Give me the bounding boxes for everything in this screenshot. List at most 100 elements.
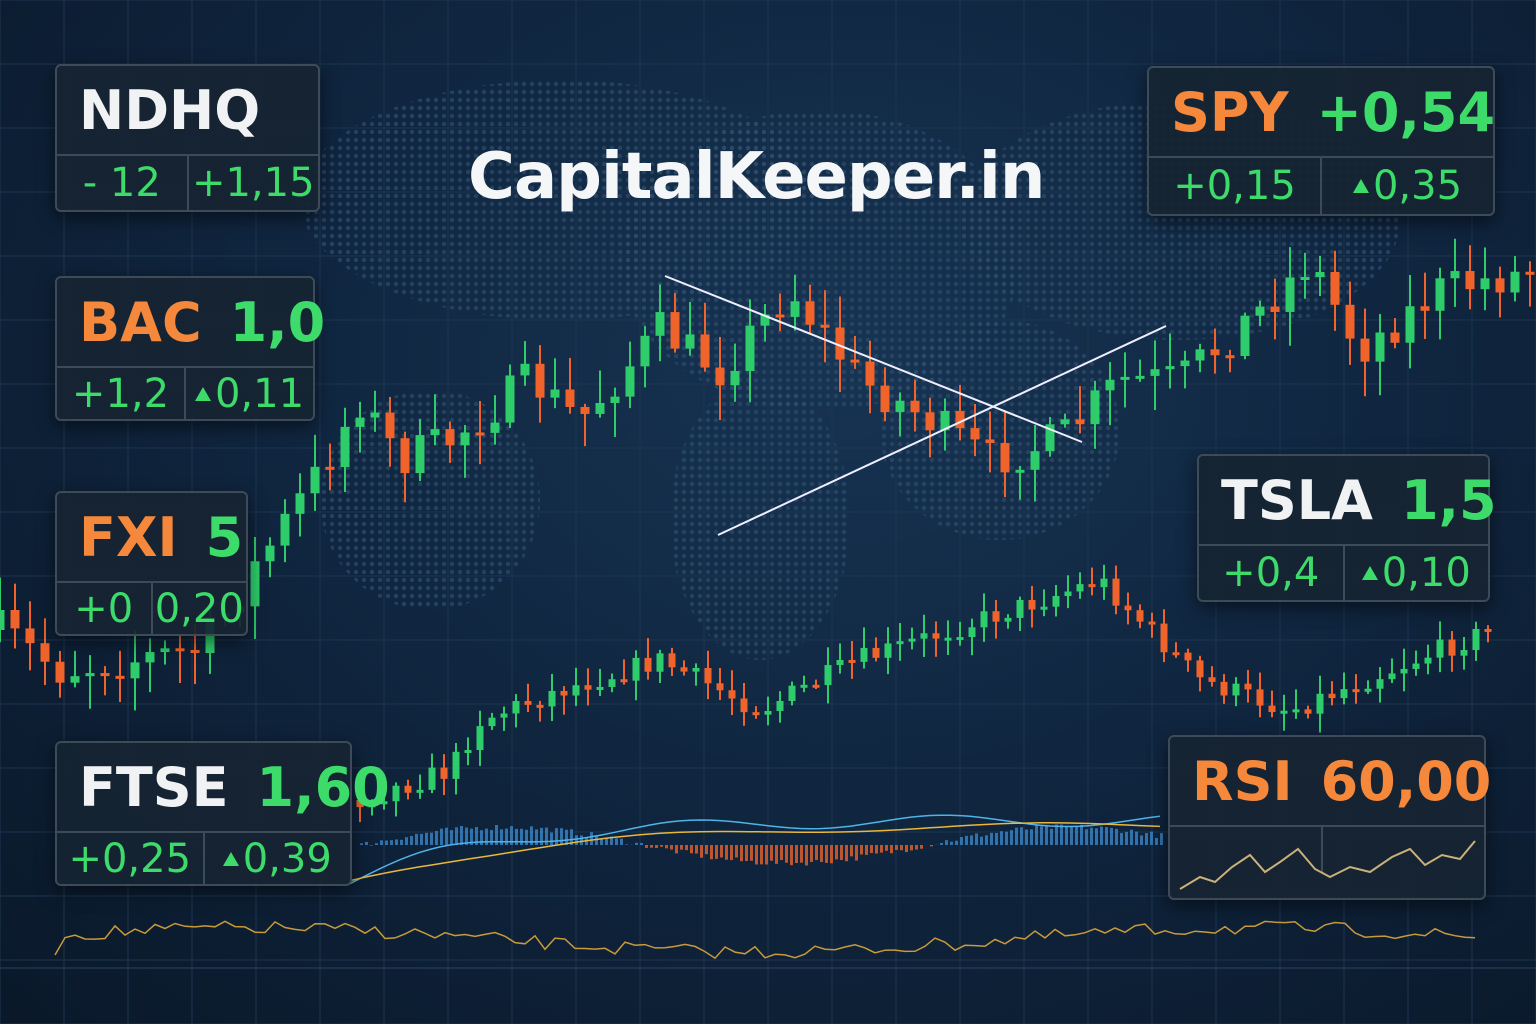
trend-line: [664, 275, 1083, 443]
histogram-bar: [830, 845, 833, 864]
candle-body: [85, 673, 95, 677]
candle-body: [1345, 304, 1355, 339]
candle-body: [1064, 591, 1072, 597]
candle-body: [1448, 639, 1456, 656]
candle-body: [970, 428, 980, 440]
candle-body: [1090, 390, 1100, 425]
histogram-bar: [390, 840, 393, 845]
ticker-value: +0,54: [1316, 80, 1496, 144]
candle-body: [985, 439, 995, 444]
candle-body: [428, 767, 436, 790]
histogram-bar: [595, 836, 598, 845]
histogram-bar: [435, 830, 438, 845]
candle-body: [400, 438, 410, 474]
candle-body: [1045, 424, 1055, 452]
candle-body: [1460, 650, 1468, 656]
candle-body: [1412, 663, 1420, 669]
histogram-bar: [620, 838, 623, 845]
site-title: CapitalKeeper.in: [468, 140, 1045, 214]
histogram-bar: [1060, 824, 1063, 845]
candle-body: [1000, 443, 1010, 473]
candle-body: [500, 713, 508, 718]
card-cells: - 12 +1,15: [57, 156, 318, 210]
histogram-bar: [645, 845, 648, 848]
candle-body: [1015, 469, 1025, 473]
histogram-bar: [455, 827, 458, 845]
candle-body: [884, 643, 892, 658]
card-header: TSLA 1,5: [1199, 456, 1497, 546]
trend-line: [717, 325, 1167, 536]
histogram-bar: [730, 845, 733, 861]
candle-body: [800, 684, 808, 688]
candle-body: [1495, 278, 1505, 293]
candle-body: [452, 751, 460, 779]
histogram-bar: [985, 835, 988, 845]
ticker-symbol: BAC: [79, 290, 202, 354]
histogram-bar: [750, 845, 753, 861]
candle-body: [1405, 306, 1415, 343]
histogram-bar: [445, 827, 448, 845]
change-cell: +0,25: [68, 835, 192, 882]
histogram-bar: [840, 845, 843, 861]
card-header: FXI 5: [57, 493, 246, 583]
candle-body: [1280, 710, 1288, 714]
candle-body: [25, 628, 35, 644]
candle-body: [130, 662, 140, 679]
candle-body: [764, 710, 772, 715]
histogram-bar: [635, 842, 638, 845]
histogram-bar: [520, 828, 523, 845]
candle-body: [925, 412, 935, 431]
histogram-bar: [560, 828, 563, 845]
change-cell: 0,11: [184, 368, 313, 419]
candle-body: [295, 493, 305, 514]
candle-body: [625, 366, 635, 397]
candle-body: [572, 685, 580, 696]
candle-body: [440, 767, 448, 779]
candle-body: [880, 385, 890, 413]
candle-body: [580, 406, 590, 414]
histogram-bar: [885, 845, 888, 851]
candle-body: [1390, 332, 1400, 343]
histogram-bar: [965, 835, 968, 845]
card-header: RSI 60,00: [1170, 737, 1491, 827]
candle-body: [1105, 379, 1115, 391]
candle-body: [160, 648, 170, 653]
candle-body: [1360, 338, 1370, 362]
histogram-bar: [475, 826, 478, 845]
candle-body: [550, 389, 560, 398]
ticker-card: FTSE 1,60 +0,25 0,39: [55, 741, 390, 886]
histogram-bar: [710, 845, 713, 860]
change-cell: +0,4: [1222, 550, 1320, 596]
candle-body: [908, 638, 916, 642]
card-cells: [1170, 827, 1484, 900]
candle-body: [836, 659, 844, 666]
histogram-bar: [1010, 830, 1013, 845]
candle-body: [1208, 677, 1216, 682]
histogram-bar: [640, 842, 643, 845]
histogram-bar: [955, 840, 958, 845]
candle-body: [1124, 605, 1132, 611]
histogram-bar: [1135, 831, 1138, 845]
change-cell: +1,15: [186, 156, 319, 210]
histogram-bar: [975, 833, 978, 845]
candle-body: [692, 667, 700, 672]
ticker-card: BAC 1,0 +1,2 0,11: [55, 276, 325, 421]
candle-body: [1424, 657, 1432, 664]
candle-body: [356, 800, 364, 808]
histogram-bar: [495, 825, 498, 845]
candle-body: [1210, 349, 1220, 356]
histogram-bar: [775, 845, 778, 864]
histogram-bar: [610, 836, 613, 845]
candle-body: [1040, 606, 1048, 610]
histogram-bar: [825, 845, 828, 863]
histogram-bar: [660, 845, 663, 847]
candle-body: [1220, 681, 1228, 696]
histogram-bar: [460, 825, 463, 845]
candle-body: [1075, 419, 1085, 425]
histogram-bar: [1025, 829, 1028, 845]
candle-body: [700, 334, 710, 368]
histogram-bar: [470, 828, 473, 845]
candle-body: [404, 785, 412, 793]
candle-body: [250, 561, 260, 607]
